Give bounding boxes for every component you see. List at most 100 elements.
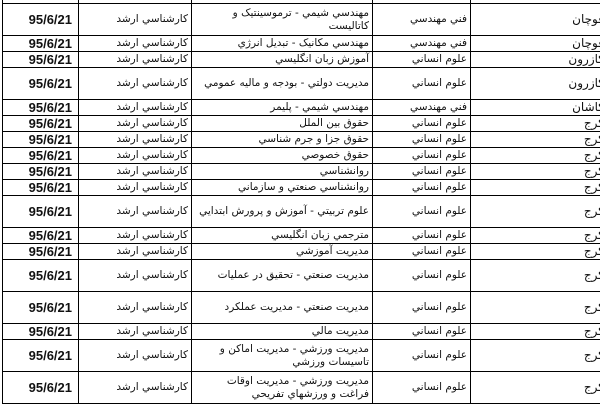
cell-degree: کارشناسي ارشد bbox=[79, 4, 192, 36]
cell-field: علوم انساني bbox=[373, 324, 471, 340]
cell-date: 95/6/21 bbox=[3, 260, 79, 292]
cell-major: حقوق بين الملل bbox=[192, 116, 373, 132]
cell-field: فني مهندسي bbox=[373, 100, 471, 116]
cell-date: 95/6/21 bbox=[3, 164, 79, 180]
cell-field: علوم انساني bbox=[373, 180, 471, 196]
cell-degree: کارشناسي ارشد bbox=[79, 292, 192, 324]
cell-major: مديريت مالي bbox=[192, 324, 373, 340]
cell-field: علوم انساني bbox=[373, 196, 471, 228]
cell-major: مديريت ورزشي - مديريت اماکن و تاسيسات ور… bbox=[192, 340, 373, 372]
cell-major: مديريت صنعتي - مديريت عملکرد bbox=[192, 292, 373, 324]
cell-field: علوم انساني bbox=[373, 292, 471, 324]
cell-date: 95/6/21 bbox=[3, 100, 79, 116]
cell-degree: کارشناسي ارشد bbox=[79, 116, 192, 132]
cell-major: مهندسي شيمي - ترموسينتيک و کاتاليست bbox=[192, 4, 373, 36]
cell-city: کرج bbox=[471, 116, 600, 132]
cell-city: کرج bbox=[471, 244, 600, 260]
cell-city: کازرون bbox=[471, 68, 600, 100]
cell-major: روانشناسي bbox=[192, 164, 373, 180]
cell-major: مهندسي شيمي - پليمر bbox=[192, 100, 373, 116]
cell-field: علوم انساني bbox=[373, 260, 471, 292]
cell-major: مديريت آموزشي bbox=[192, 244, 373, 260]
cell-field: علوم انساني bbox=[373, 244, 471, 260]
cell-date: 95/6/21 bbox=[3, 180, 79, 196]
cell-degree: کارشناسي ارشد bbox=[79, 68, 192, 100]
cell-degree: کارشناسي ارشد bbox=[79, 36, 192, 52]
cell-date: 95/6/21 bbox=[3, 196, 79, 228]
cell-city: کرج bbox=[471, 228, 600, 244]
cell-major: مهندسي مکانيک - تبديل انرژي bbox=[192, 36, 373, 52]
cell-city: قوچان bbox=[471, 4, 600, 36]
cell-city: کرج bbox=[471, 340, 600, 372]
cell-major: حقوق خصوصي bbox=[192, 148, 373, 164]
cell-field: علوم انساني bbox=[373, 52, 471, 68]
cell-major: روانشناسي صنعتي و سازماني bbox=[192, 180, 373, 196]
cell-degree: کارشناسي ارشد bbox=[79, 260, 192, 292]
cell-date: 95/6/21 bbox=[3, 340, 79, 372]
cell-date: 95/6/21 bbox=[3, 292, 79, 324]
cell-degree: کارشناسي ارشد bbox=[79, 148, 192, 164]
cell-degree: کارشناسي ارشد bbox=[79, 132, 192, 148]
cell-field: علوم انساني bbox=[373, 372, 471, 404]
cell-date: 95/6/21 bbox=[3, 324, 79, 340]
cell-date: 95/6/21 bbox=[3, 36, 79, 52]
cell-degree: کارشناسي ارشد bbox=[79, 196, 192, 228]
cell-date: 95/6/21 bbox=[3, 52, 79, 68]
cell-degree: کارشناسي ارشد bbox=[79, 100, 192, 116]
cell-major: حقوق جزا و جرم شناسي bbox=[192, 132, 373, 148]
cell-degree: کارشناسي ارشد bbox=[79, 52, 192, 68]
cell-city: کرج bbox=[471, 260, 600, 292]
cell-city: کرج bbox=[471, 180, 600, 196]
cell-field: علوم انساني bbox=[373, 132, 471, 148]
cell-degree: کارشناسي ارشد bbox=[79, 324, 192, 340]
cell-field: فني مهندسي bbox=[373, 36, 471, 52]
cell-field: علوم انساني bbox=[373, 228, 471, 244]
cell-field: فني مهندسي bbox=[373, 4, 471, 36]
cell-major: مترجمي زبان انگليسي bbox=[192, 228, 373, 244]
cell-date: 95/6/21 bbox=[3, 148, 79, 164]
cell-city: کرج bbox=[471, 132, 600, 148]
cell-degree: کارشناسي ارشد bbox=[79, 340, 192, 372]
cell-field: علوم انساني bbox=[373, 68, 471, 100]
cell-major: علوم تربيتي - آموزش و پرورش ابتدايي bbox=[192, 196, 373, 228]
cell-major: مديريت دولتي - بودجه و ماليه عمومي bbox=[192, 68, 373, 100]
cell-city: کازرون bbox=[471, 52, 600, 68]
cell-date: 95/6/21 bbox=[3, 372, 79, 404]
cell-degree: کارشناسي ارشد bbox=[79, 164, 192, 180]
cell-degree: کارشناسي ارشد bbox=[79, 372, 192, 404]
cell-city: کاشان bbox=[471, 100, 600, 116]
cell-field: علوم انساني bbox=[373, 148, 471, 164]
cell-date: 95/6/21 bbox=[3, 116, 79, 132]
cell-field: علوم انساني bbox=[373, 164, 471, 180]
cell-city: کرج bbox=[471, 372, 600, 404]
cell-major: آموزش زبان انگليسي bbox=[192, 52, 373, 68]
cell-degree: کارشناسي ارشد bbox=[79, 228, 192, 244]
cell-field: علوم انساني bbox=[373, 340, 471, 372]
cell-degree: کارشناسي ارشد bbox=[79, 180, 192, 196]
cell-city: کرج bbox=[471, 148, 600, 164]
cell-city: کرج bbox=[471, 196, 600, 228]
cell-city: کرج bbox=[471, 292, 600, 324]
cell-field: علوم انساني bbox=[373, 116, 471, 132]
cell-date: 95/6/21 bbox=[3, 132, 79, 148]
cell-major: مديريت ورزشي - مديريت اوقات فراغت و ورزش… bbox=[192, 372, 373, 404]
